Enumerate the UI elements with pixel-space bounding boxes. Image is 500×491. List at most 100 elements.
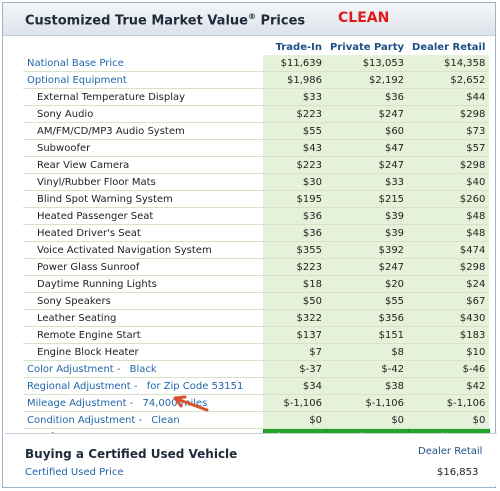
row-value: $11,639 (263, 55, 326, 72)
adjustment-value: $38 (326, 377, 409, 395)
row-value: $298 (408, 156, 490, 174)
adjustment-link[interactable]: Condition Adjustment - (27, 414, 146, 426)
table-row: Sony Audio $223 $247 $298 (23, 105, 490, 123)
row-value: $355 (263, 241, 326, 259)
row-label: Daytime Running Lights (23, 275, 263, 293)
certified-column-header: Dealer Retail (418, 446, 483, 457)
row-value: $356 (326, 309, 409, 327)
row-value: $39 (326, 207, 409, 225)
table-row: AM/FM/CD/MP3 Audio System $55 $60 $73 (23, 122, 490, 140)
adjustment-link[interactable]: Mileage Adjustment - (27, 397, 137, 409)
table-row: Heated Passenger Seat $36 $39 $48 (23, 207, 490, 225)
registered-mark: ® (247, 12, 256, 21)
row-link[interactable]: Optional Equipment (23, 71, 263, 89)
row-label: Voice Activated Navigation System (23, 241, 263, 259)
table-row: Rear View Camera $223 $247 $298 (23, 156, 490, 174)
adjustment-link[interactable]: Color Adjustment - (27, 363, 124, 375)
table-row: Optional Equipment $1,986 $2,192 $2,652 (23, 71, 490, 89)
title-text: Customized True Market Value (25, 13, 248, 29)
row-link[interactable]: National Base Price (23, 55, 263, 72)
panel-header: Customized True Market Value® Prices CLE… (3, 3, 495, 36)
adjustment-detail: Black (129, 363, 157, 375)
row-value: $7 (263, 343, 326, 361)
adjustment-row: Color Adjustment - Black $-37 $-42 $-46 (23, 360, 490, 378)
row-label: External Temperature Display (23, 88, 263, 106)
col-private-party: Private Party (330, 41, 405, 53)
row-value: $1,986 (263, 71, 326, 89)
row-label: Sony Audio (23, 105, 263, 123)
row-value: $33 (326, 173, 409, 191)
adjustment-value: $0 (408, 411, 490, 429)
adjustment-value: $-46 (408, 360, 490, 378)
table-row: External Temperature Display $33 $36 $44 (23, 88, 490, 106)
row-value: $322 (263, 309, 326, 327)
row-label: Sony Speakers (23, 292, 263, 310)
table-header-row: Trade-In Private Party Dealer Retail (23, 39, 489, 55)
row-value: $430 (408, 309, 490, 327)
table-row: National Base Price $11,639 $13,053 $14,358 (23, 55, 490, 72)
row-value: $48 (408, 224, 490, 242)
adjustment-label-cell: Mileage Adjustment - 74,000 miles (23, 394, 263, 412)
row-value: $33 (263, 88, 326, 106)
certified-price-value: $16,853 (437, 467, 479, 478)
panel-title: Customized True Market Value® Prices (25, 12, 305, 28)
adjustment-value: $34 (263, 377, 326, 395)
row-value: $10 (408, 343, 490, 361)
row-label: Engine Block Heater (23, 343, 263, 361)
row-label: Blind Spot Warning System (23, 190, 263, 208)
row-value: $60 (326, 122, 409, 140)
row-label: Leather Seating (23, 309, 263, 327)
table-row: Voice Activated Navigation System $355 $39… (23, 241, 490, 259)
row-value: $40 (408, 173, 490, 191)
row-value: $298 (408, 258, 490, 276)
row-label: Remote Engine Start (23, 326, 263, 344)
row-value: $223 (263, 258, 326, 276)
row-value: $2,652 (408, 71, 490, 89)
col-dealer-retail: Dealer Retail (412, 41, 486, 53)
adjustment-link[interactable]: Regional Adjustment - (27, 380, 141, 392)
adjustment-value: $-1,106 (408, 394, 490, 412)
row-label: Heated Driver's Seat (23, 224, 263, 242)
row-value: $13,053 (326, 55, 409, 72)
price-table: Trade-In Private Party Dealer Retail Nat… (23, 39, 490, 446)
row-value: $247 (326, 258, 409, 276)
row-label: Rear View Camera (23, 156, 263, 174)
adjustment-value: $-1,106 (263, 394, 326, 412)
row-value: $2,192 (326, 71, 409, 89)
row-value: $298 (408, 105, 490, 123)
row-value: $44 (408, 88, 490, 106)
adjustment-label-cell: Condition Adjustment - Clean (23, 411, 263, 429)
table-row: Blind Spot Warning System $195 $215 $260 (23, 190, 490, 208)
row-value: $30 (263, 173, 326, 191)
label-column-header (23, 39, 263, 55)
adjustment-detail: for Zip Code 53151 (146, 380, 244, 392)
row-value: $48 (408, 207, 490, 225)
adjustment-value: $-1,106 (326, 394, 409, 412)
row-value: $73 (408, 122, 490, 140)
row-value: $183 (408, 326, 490, 344)
table-row: Heated Driver's Seat $36 $39 $48 (23, 224, 490, 242)
row-value: $8 (326, 343, 409, 361)
row-value: $215 (326, 190, 409, 208)
table-row: Daytime Running Lights $18 $20 $24 (23, 275, 490, 293)
price-panel: Customized True Market Value® Prices CLE… (2, 2, 497, 488)
table-row: Leather Seating $322 $356 $430 (23, 309, 490, 327)
row-value: $39 (326, 224, 409, 242)
row-value: $47 (326, 139, 409, 157)
certified-price-link[interactable]: Certified Used Price (25, 467, 124, 478)
row-value: $223 (263, 156, 326, 174)
adjustment-row: Regional Adjustment - for Zip Code 53151… (23, 377, 490, 395)
col-trade-in: Trade-In (275, 41, 322, 53)
row-value: $55 (326, 292, 409, 310)
row-value: $260 (408, 190, 490, 208)
adjustment-value: $-37 (263, 360, 326, 378)
table-row: Sony Speakers $50 $55 $67 (23, 292, 490, 310)
row-value: $36 (263, 207, 326, 225)
row-value: $195 (263, 190, 326, 208)
row-value: $247 (326, 156, 409, 174)
adjustment-value: $42 (408, 377, 490, 395)
adjustment-value: $0 (263, 411, 326, 429)
row-value: $18 (263, 275, 326, 293)
row-value: $223 (263, 105, 326, 123)
row-value: $14,358 (408, 55, 490, 72)
